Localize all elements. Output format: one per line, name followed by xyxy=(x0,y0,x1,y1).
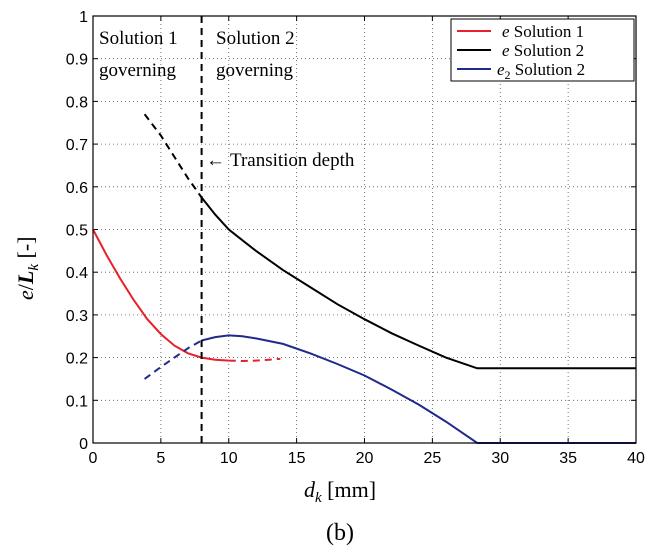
y-tick-label: 1 xyxy=(79,9,88,26)
y-tick-label: 0.4 xyxy=(66,265,88,282)
x-tick-label: 35 xyxy=(559,450,577,467)
series-e-solution-2-solid xyxy=(200,196,636,370)
legend-entry-e-solution-2: e Solution 2 xyxy=(502,41,584,60)
series-e-solution-2-dashed xyxy=(143,113,203,199)
x-axis-label: dk [mm] xyxy=(304,477,376,506)
y-tick-label: 0.7 xyxy=(66,137,88,154)
x-tick-label: 25 xyxy=(423,450,441,467)
legend-entry-e-solution-1: e Solution 1 xyxy=(502,22,584,41)
series-lines xyxy=(92,113,636,444)
x-tick-label: 30 xyxy=(491,450,509,467)
region-right-label-1: Solution 2 xyxy=(216,28,295,49)
x-tick-label: 10 xyxy=(220,450,238,467)
y-tick-label: 0.1 xyxy=(66,393,88,410)
y-axis-den: L xyxy=(13,271,38,285)
transition-arrow-icon: ← xyxy=(206,150,225,171)
y-axis-label: e/Lk [-] xyxy=(13,237,42,301)
series-e2-solution-2-solid xyxy=(201,334,636,444)
ticks: 0 5 10 15 20 25 30 35 40 0 0.1 0.2 0.3 0.4 0.5 0.6 0.7 0.… xyxy=(66,9,645,467)
y-axis-num: e xyxy=(13,290,38,300)
x-tick-label: 5 xyxy=(156,450,165,467)
y-tick-label: 0 xyxy=(79,436,88,453)
x-axis-sub: k xyxy=(315,490,322,506)
x-axis-unit: [mm] xyxy=(322,477,376,502)
region-right-label-2: governing xyxy=(216,60,294,81)
x-tick-label: 0 xyxy=(89,450,98,467)
legend-var-0: e xyxy=(502,22,510,41)
series-e-solution-1-dashed xyxy=(228,357,281,363)
figure-caption: (b) xyxy=(326,520,354,546)
y-tick-label: 0.2 xyxy=(66,351,88,368)
y-tick-label: 0.5 xyxy=(66,223,88,240)
legend-text-2: Solution 2 xyxy=(511,60,586,79)
x-tick-label: 20 xyxy=(356,450,374,467)
y-tick-label: 0.6 xyxy=(66,180,88,197)
y-axis-sub: k xyxy=(26,264,42,271)
legend: e Solution 1 e Solution 2 e2 Solution 2 xyxy=(450,18,635,82)
y-tick-label: 0.3 xyxy=(66,308,88,325)
legend-entry-e2-solution-2: e2 Solution 2 xyxy=(497,60,585,82)
legend-text-1: Solution 2 xyxy=(510,41,585,60)
y-tick-label: 0.9 xyxy=(66,52,88,69)
x-tick-label: 40 xyxy=(627,450,645,467)
region-left-label-2: governing xyxy=(99,60,177,81)
plot-border xyxy=(92,15,637,444)
y-axis-slash: / xyxy=(13,283,38,290)
y-axis-unit: [-] xyxy=(13,237,38,264)
region-left-label-1: Solution 1 xyxy=(99,28,178,49)
transition-depth-label: Transition depth xyxy=(230,150,355,171)
series-e2-solution-2-dashed xyxy=(144,339,203,380)
legend-sub-2: 2 xyxy=(505,68,511,82)
x-tick-label: 15 xyxy=(288,450,306,467)
x-axis-var: d xyxy=(304,477,316,502)
legend-var-1: e xyxy=(502,41,510,60)
series-e-solution-1-solid xyxy=(92,229,229,362)
legend-var-2: e xyxy=(497,60,505,79)
legend-text-0: Solution 1 xyxy=(510,22,585,41)
y-tick-label: 0.8 xyxy=(66,94,88,111)
